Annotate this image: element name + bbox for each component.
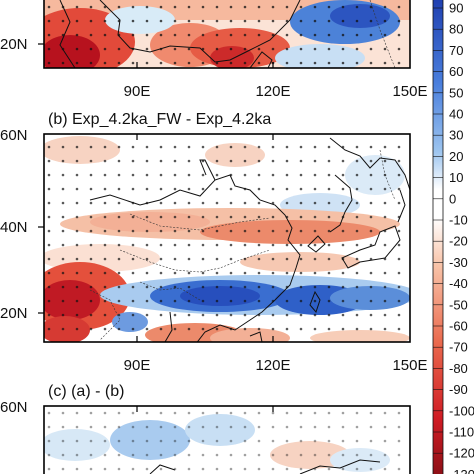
colorbar-label: 40 [449,107,463,122]
colorbar-label: -50 [449,297,468,312]
colorbar-label: 70 [449,43,463,58]
colorbar-label: -60 [449,319,468,334]
colorbar-label: -120 [449,446,474,461]
colorbar-label: 50 [449,85,463,100]
panel-a-frame [43,0,411,69]
colorbar-label: -30 [449,255,468,270]
colorbar-label: -40 [449,276,468,291]
colorbar-label: 0 [449,191,456,206]
colorbar-label: -80 [449,361,468,376]
colorbar-label: -100 [449,403,474,418]
colorbar-label: 10 [449,170,463,185]
panel-a-lon-label-90e: 90E [124,83,151,100]
panel-b-lon-label-90e: 90E [124,357,151,374]
panel-a-lat-label: 20N [0,36,28,53]
colorbar-label: -90 [449,382,468,397]
colorbar-label: -130 [449,467,474,474]
panel-c-title: (c) (a) - (b) [48,383,124,400]
panel-b-map [44,134,410,342]
panel-a-map [44,0,410,68]
panel-b-lon-label-120e: 120E [255,357,290,374]
panel-b-lon-label-150e: 150E [392,357,427,374]
colorbar-label: 60 [449,64,463,79]
colorbar: 90 80 70 60 50 40 30 20 10 0 -10 -20 -30 -40 -50 -60 -70… [432,0,474,474]
panel-b-lat-label-60n: 60N [0,127,28,144]
colorbar-gradient [432,0,444,474]
panel-c-lat-label-60n: 60N [0,399,28,416]
panel-c-frame [43,405,411,474]
panel-a-lon-label-150e: 150E [392,83,427,100]
panel-b-frame [43,133,411,343]
colorbar-label: 30 [449,128,463,143]
colorbar-label: 20 [449,149,463,164]
panel-b-lat-label-20n: 20N [0,305,28,322]
colorbar-label: 80 [449,22,463,37]
panel-a-lon-label-120e: 120E [255,83,290,100]
panel-b-lat-label-40n: 40N [0,219,28,236]
colorbar-label: -10 [449,213,468,228]
colorbar-label: -70 [449,340,468,355]
panel-b-title: (b) Exp_4.2ka_FW - Exp_4.2ka [48,111,271,128]
colorbar-label: 90 [449,1,463,16]
panel-c-map [44,406,410,474]
colorbar-label: -110 [449,425,474,440]
colorbar-label: -20 [449,234,468,249]
